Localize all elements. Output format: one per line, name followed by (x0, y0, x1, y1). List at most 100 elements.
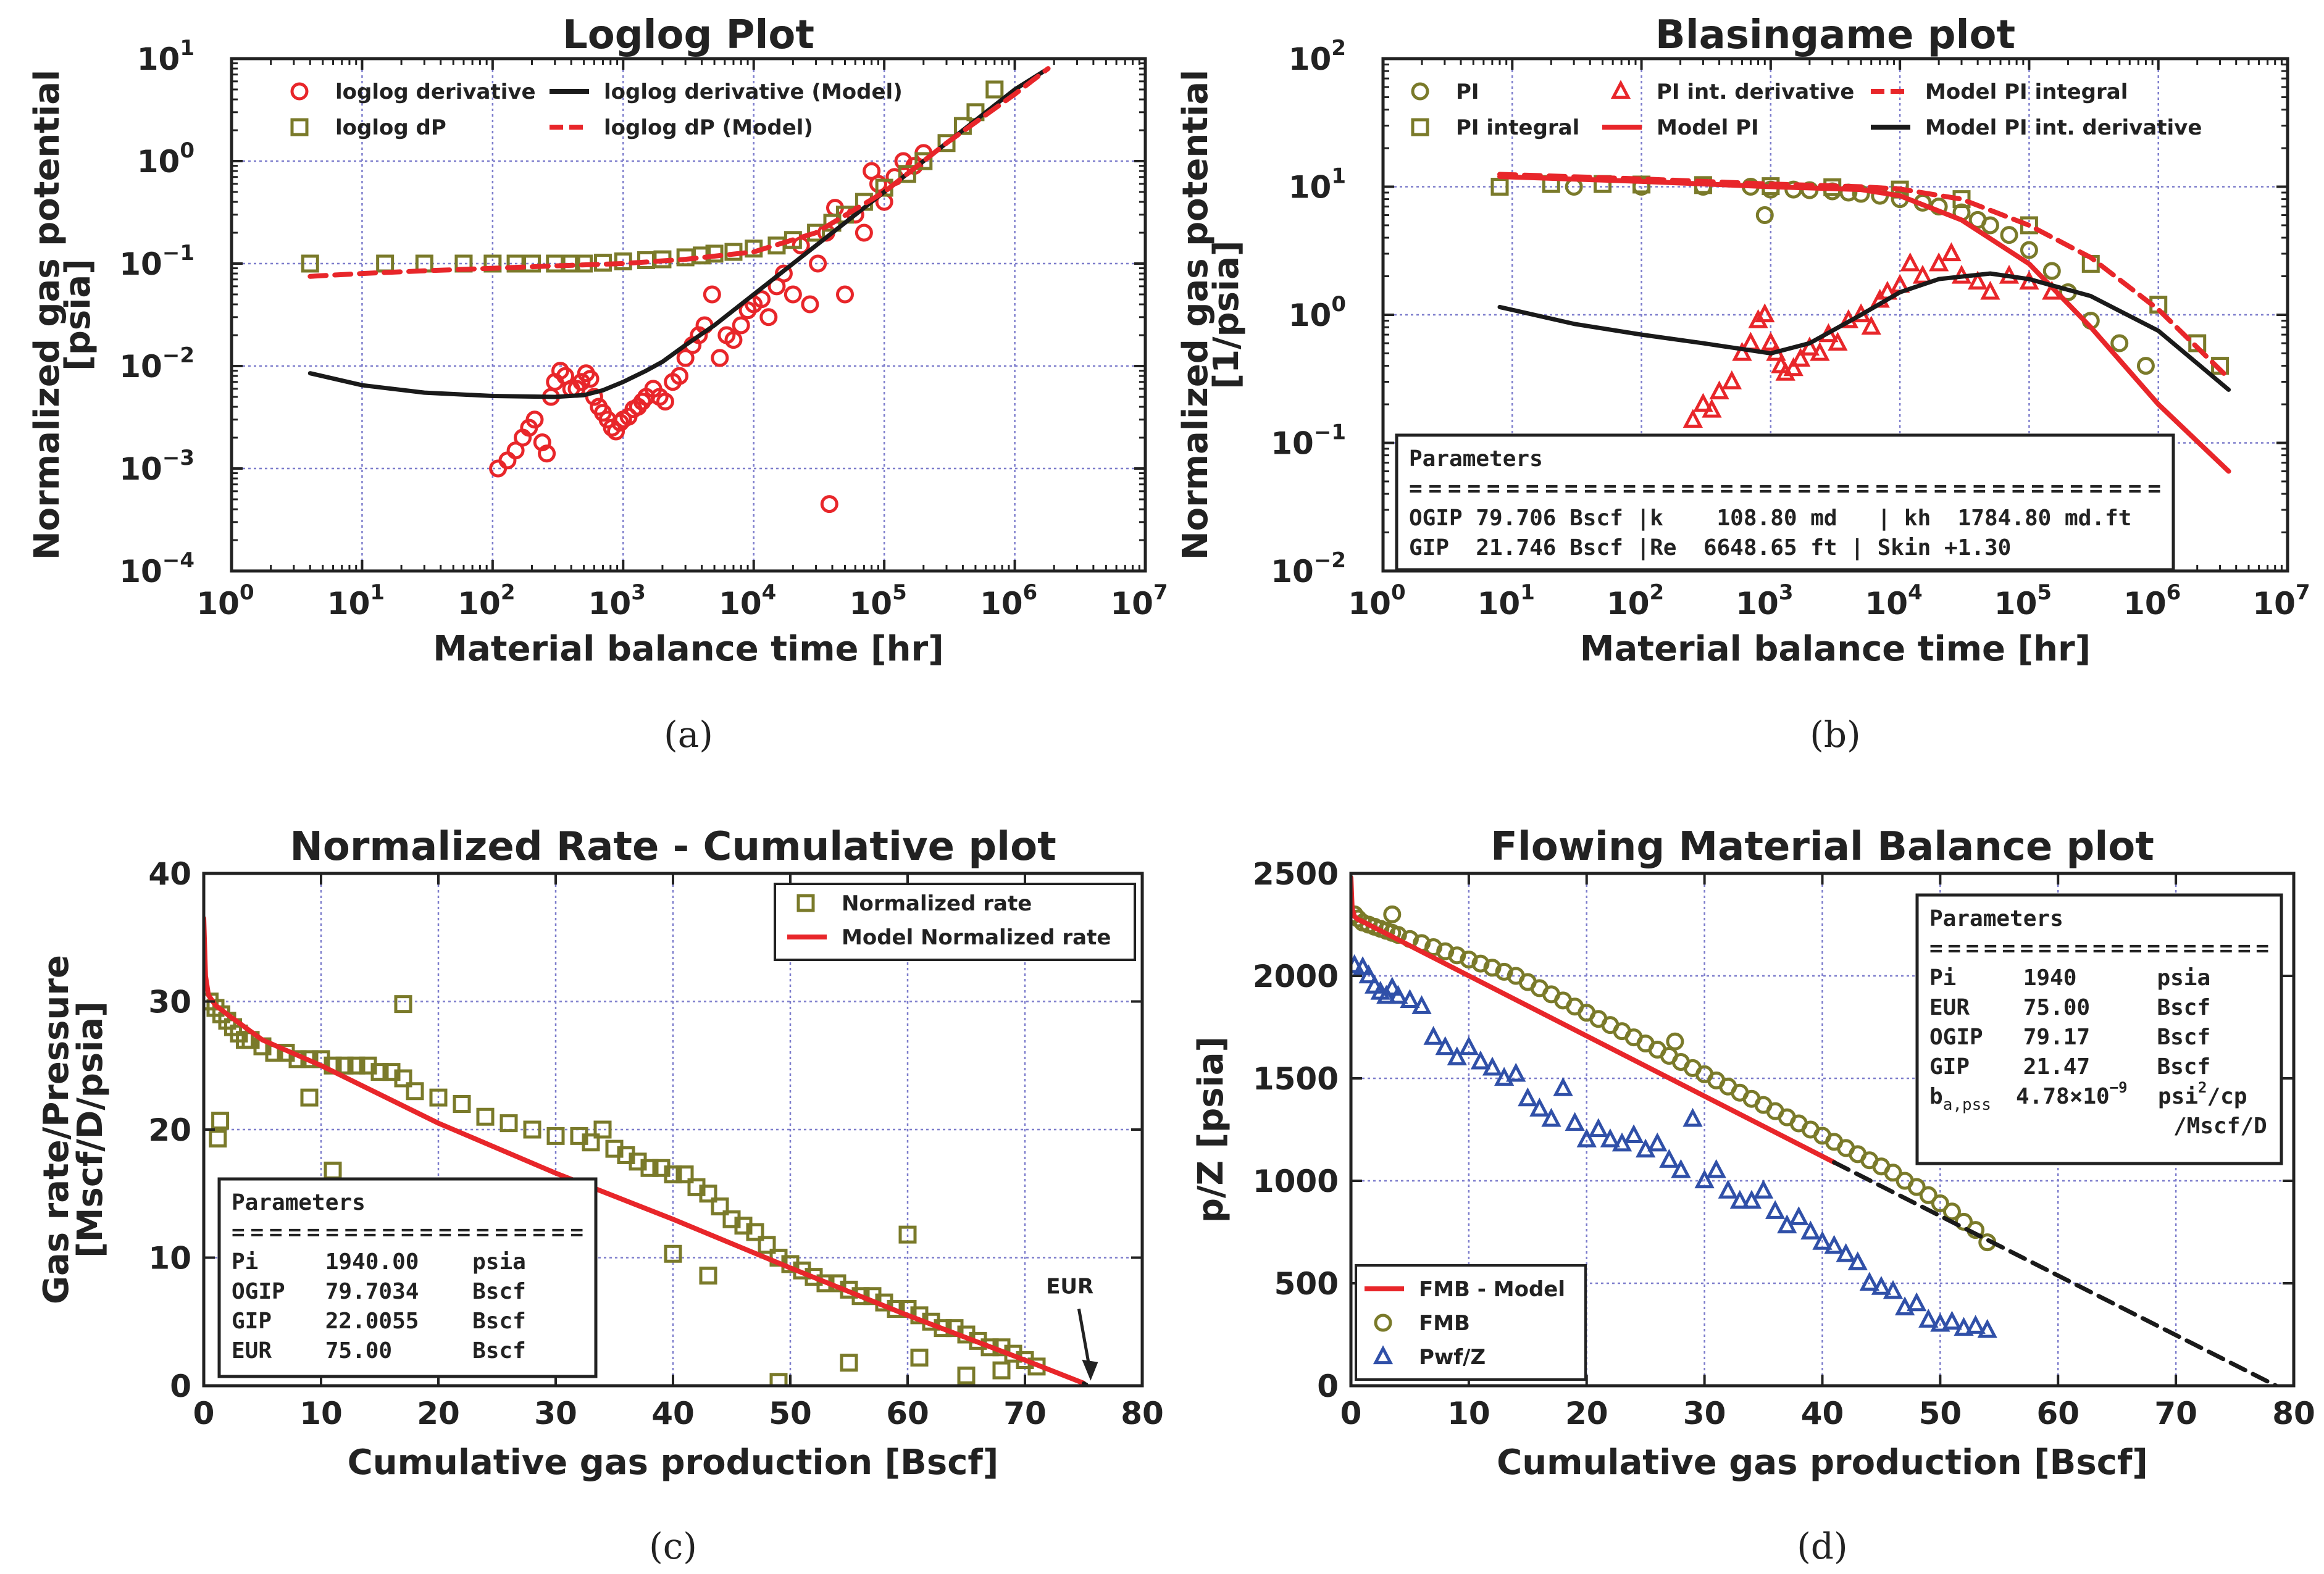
x-tick-label: 10 (299, 1396, 343, 1431)
y-tick-label: 10−1 (1271, 420, 1346, 462)
series-pwf-z-point (1518, 1087, 1538, 1107)
legend-item: PI (1411, 80, 1479, 104)
series-normalized-rate-point (640, 1159, 659, 1177)
parameters-line: Parameters (232, 1190, 366, 1215)
series-pwf-z-point (1977, 1318, 1997, 1338)
panel-a-y-axis-label: [psia] (58, 259, 98, 371)
series-pwf-z-point (1382, 976, 1402, 996)
series-loglog-derivative-point (581, 370, 600, 388)
series-normalized-rate-point (769, 1373, 788, 1386)
panel-b-y-axis-label: Normalized gas potential (1176, 70, 1216, 560)
legend-item: FMB - Model (1365, 1277, 1565, 1302)
series-pi-int-derivative-point (1721, 370, 1742, 389)
x-tick-label: 30 (534, 1396, 577, 1431)
x-tick-label: 103 (588, 580, 646, 622)
series-loglog-dp-point (985, 80, 1004, 99)
x-tick-label: 30 (1683, 1396, 1726, 1431)
series-loglog-derivative-point (670, 367, 688, 385)
series-pi-int-derivative-point (1760, 331, 1781, 351)
series-loglog-derivative-point (732, 316, 750, 335)
series-pwf-z-point (1907, 1292, 1927, 1312)
series-normalized-rate-point (546, 1126, 565, 1145)
series-pi-int-derivative-point (1702, 398, 1722, 418)
series-pi (1565, 178, 2155, 375)
series-pwf-z-point (1600, 1128, 1621, 1147)
series-loglog-derivative-point (711, 349, 729, 367)
parameters-line: GIP 22.0055 Bscf (232, 1309, 526, 1334)
series-model-normalized-rate (204, 915, 1086, 1386)
parameters-line: OGIP 79.706 Bscf |k 108.80 md | kh 1784.… (1409, 506, 2131, 531)
legend-item: FMB (1374, 1311, 1470, 1336)
series-pwf-z-point (1741, 1189, 1762, 1209)
x-tick-label: 105 (850, 580, 907, 622)
series-normalized-rate-point (523, 1120, 541, 1139)
legend-label: PI int. derivative (1657, 80, 1854, 104)
panel-c-x-axis-label: Cumulative gas production [Bscf] (348, 1443, 999, 1483)
parameters-b-label: ba,pss (1929, 1084, 1991, 1114)
y-tick-label: 10−4 (119, 548, 194, 589)
series-loglog-dp-point (483, 254, 502, 273)
series-pi-int-derivative-point (1900, 252, 1920, 272)
series-pwf-z-point (1729, 1189, 1750, 1209)
series-loglog-derivative-point (551, 362, 569, 380)
x-tick-label: 60 (2036, 1396, 2079, 1431)
x-tick-label: 100 (1348, 580, 1405, 622)
series-pwf-z-point (1824, 1235, 1844, 1254)
series-loglog-dp-model--line (307, 66, 1051, 279)
series-normalized-rate-point (582, 1133, 600, 1152)
y-tick-label: 10−2 (119, 343, 194, 385)
series-pi-integral-point (1632, 175, 1651, 194)
series-model-pi-line (1497, 174, 2231, 474)
panel-c-caption: (c) (649, 1525, 697, 1567)
series-pi-int-derivative-point (1732, 341, 1752, 361)
legend-item: Model PI int. derivative (1871, 115, 2202, 140)
series-pwf-z-point (1789, 1206, 1809, 1225)
series-normalized-rate-point (476, 1107, 495, 1126)
series-loglog-derivative-point (585, 388, 603, 406)
legend-marker (1610, 80, 1631, 99)
series-pwf-z-point (1588, 1118, 1608, 1138)
series-fmb-point (1666, 1032, 1684, 1051)
series-model-normalized-rate-line (204, 915, 1086, 1386)
series-normalized-rate-point (851, 1287, 870, 1305)
series-pwf-z-point (1400, 989, 1420, 1008)
series-pwf-z-point (1965, 1315, 1986, 1334)
panel-c-title: Normalized Rate - Cumulative plot (290, 824, 1056, 870)
series-pwf-z-point (1671, 1159, 1691, 1178)
legend-item: PI int. derivative (1610, 80, 1854, 104)
series-pi-int-derivative-point (1790, 348, 1811, 367)
series-loglog-derivative-point (809, 254, 827, 273)
series-loglog-derivative-point (759, 308, 778, 327)
series-pi-int-derivative-point (1775, 362, 1795, 381)
parameters-box-frame (1395, 433, 2175, 572)
series-model-extrapolation-line (1832, 1160, 2278, 1386)
legend-label: loglog derivative (Model) (604, 80, 903, 104)
series-loglog-derivative-point (656, 393, 674, 411)
y-tick-label: 100 (137, 138, 194, 180)
parameters-b-unit-2: /Mscf/D (2173, 1114, 2267, 1139)
series-pwf-z-point (1506, 1062, 1526, 1082)
x-tick-label: 70 (1003, 1396, 1047, 1431)
series-pwf-z-point (1847, 1251, 1868, 1270)
series-normalized-rate-point (370, 1063, 389, 1081)
series-pwf-z (1351, 954, 1997, 1338)
legend-marker (1373, 1345, 1394, 1365)
series-pi-integral (1490, 175, 2230, 375)
series-pi-point (2000, 226, 2018, 244)
series-normalized-rate-point (910, 1348, 929, 1367)
series-pi-int-derivative-point (1941, 242, 1962, 262)
legend-item: Model Normalized rate (787, 925, 1111, 950)
y-tick-label: 101 (137, 36, 194, 77)
x-tick-label: 50 (1919, 1396, 1962, 1431)
x-tick-label: 101 (327, 580, 385, 622)
series-pwf-z-point (1694, 1169, 1715, 1189)
series-pi-int-derivative-point (1693, 393, 1713, 412)
panel-c-normalized-rate-cumulative-plot: Normalized Rate - Cumulative plot 0 10 20 30… (36, 824, 1164, 1567)
legend-box (774, 883, 1136, 961)
legend-label: loglog derivative (335, 80, 536, 104)
legend-item: Normalized rate (796, 891, 1032, 916)
series-loglog-dp-point (914, 152, 933, 170)
series-pwf-z-point (1954, 1317, 1974, 1336)
parameters-line: Pi 1940.00 psia (232, 1249, 526, 1275)
series-pwf-z-point (1753, 1180, 1774, 1199)
